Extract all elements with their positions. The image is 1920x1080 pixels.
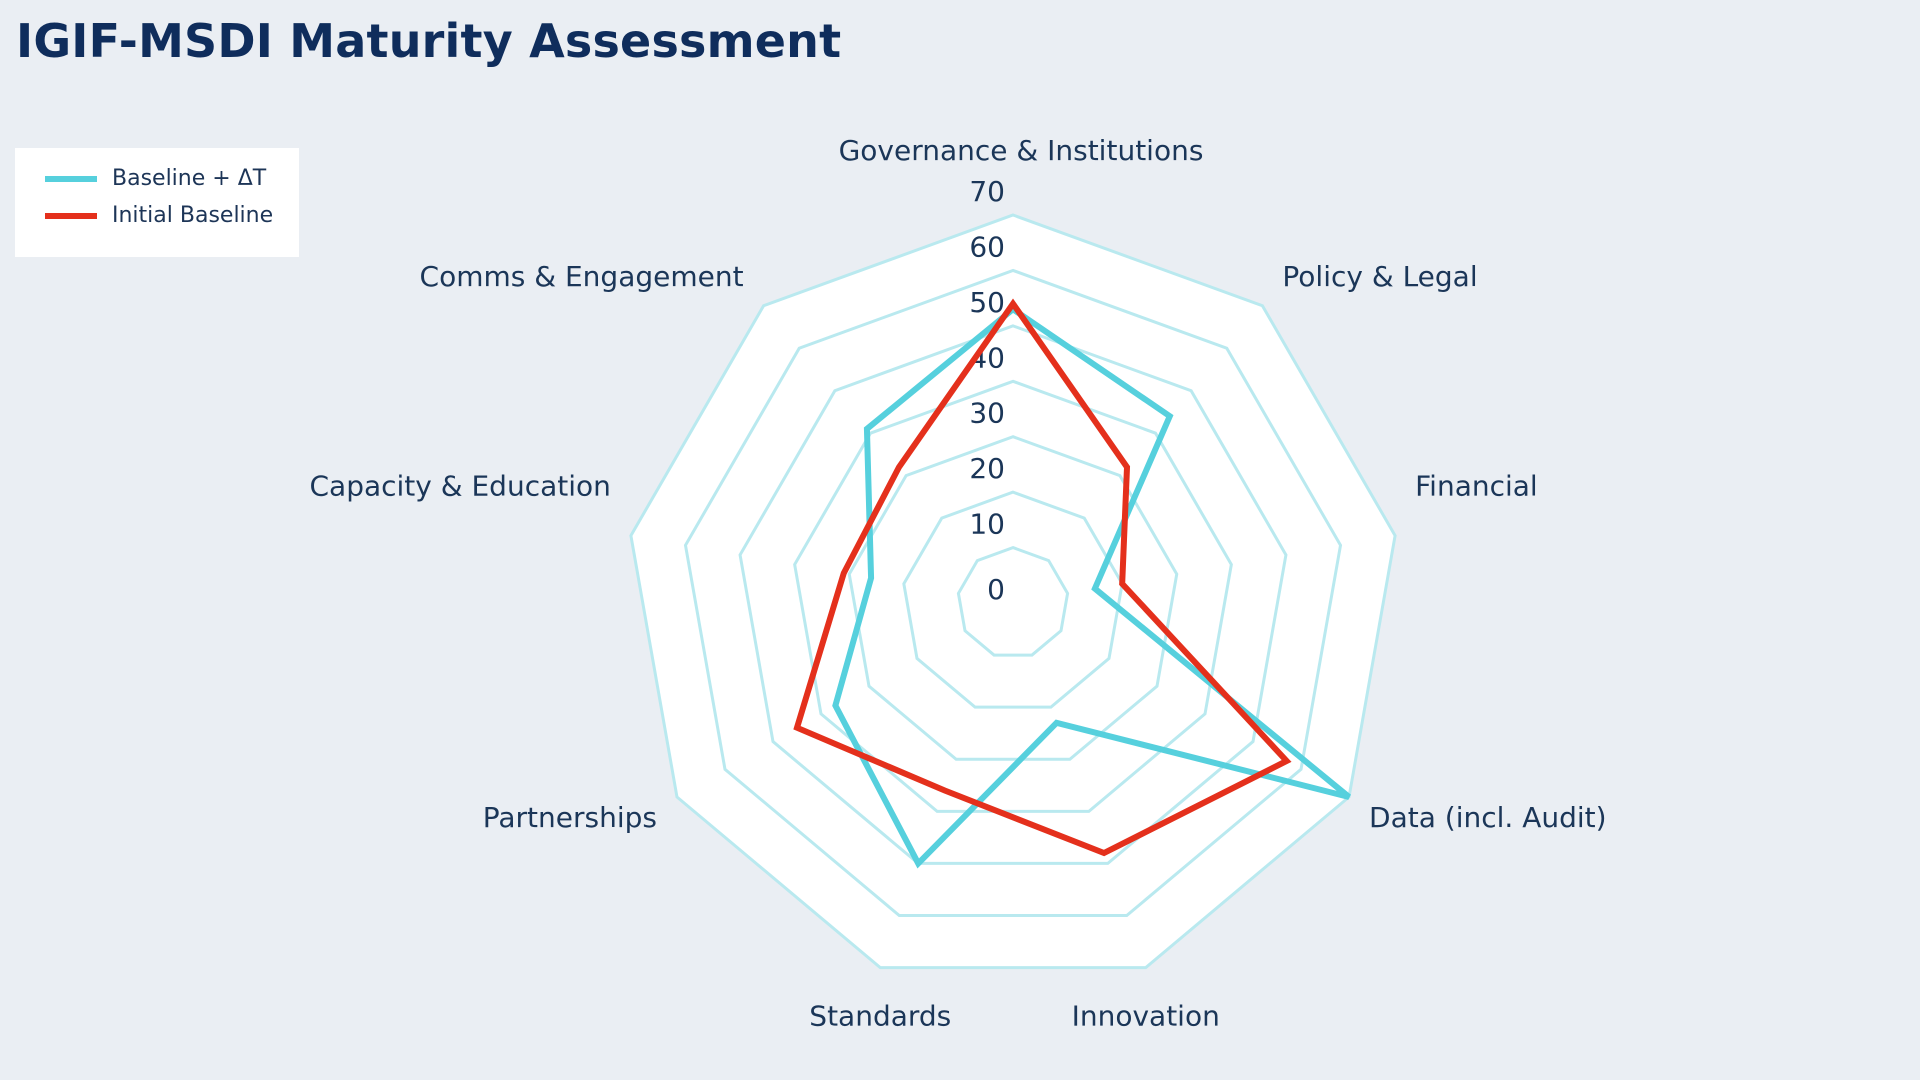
radial-tick-label: 30 [969,397,1005,430]
axis-label: Data (incl. Audit) [1369,801,1607,834]
axis-label: Financial [1415,470,1538,503]
grid-ring-40 [793,379,1233,813]
radial-tick-label: 20 [969,452,1005,485]
legend-item-initial-baseline[interactable]: Initial Baseline [45,203,273,228]
legend-label: Initial Baseline [112,203,274,228]
axis-label: Comms & Engagement [420,260,744,293]
grid-ring-70 [629,213,1397,970]
grid-ring-20 [902,490,1124,709]
grid-ring-60 [683,268,1343,918]
radial-tick-label: 70 [969,175,1005,208]
radial-tick-label: 60 [969,230,1005,263]
chart-title: IGIF-MSDI Maturity Assessment [16,14,842,68]
axis-label: Innovation [1072,1000,1220,1033]
axis-label: Policy & Legal [1282,260,1477,293]
axis-label: Partnerships [483,801,657,834]
legend: Baseline + ΔT Initial Baseline [15,148,299,257]
legend-swatch-red [45,212,97,219]
radial-tick-label: 10 [969,508,1005,541]
legend-label: Baseline + ΔT [112,166,267,191]
radial-tick-label: 0 [987,573,1005,606]
grid-ring-50 [738,324,1288,865]
radar-background [630,215,1396,968]
axis-label: Capacity & Education [309,470,610,503]
legend-item-baseline-delta[interactable]: Baseline + ΔT [45,166,266,191]
grid-ring-30 [847,435,1179,761]
grid-ring-10 [956,545,1070,657]
radial-tick-label: 50 [969,286,1005,319]
legend-swatch-cyan [45,175,97,182]
axis-label: Governance & Institutions [839,134,1204,167]
series-line-baseline-delta [832,305,1351,869]
axis-label: Standards [809,1000,951,1033]
series-line-initial-baseline [793,298,1292,857]
